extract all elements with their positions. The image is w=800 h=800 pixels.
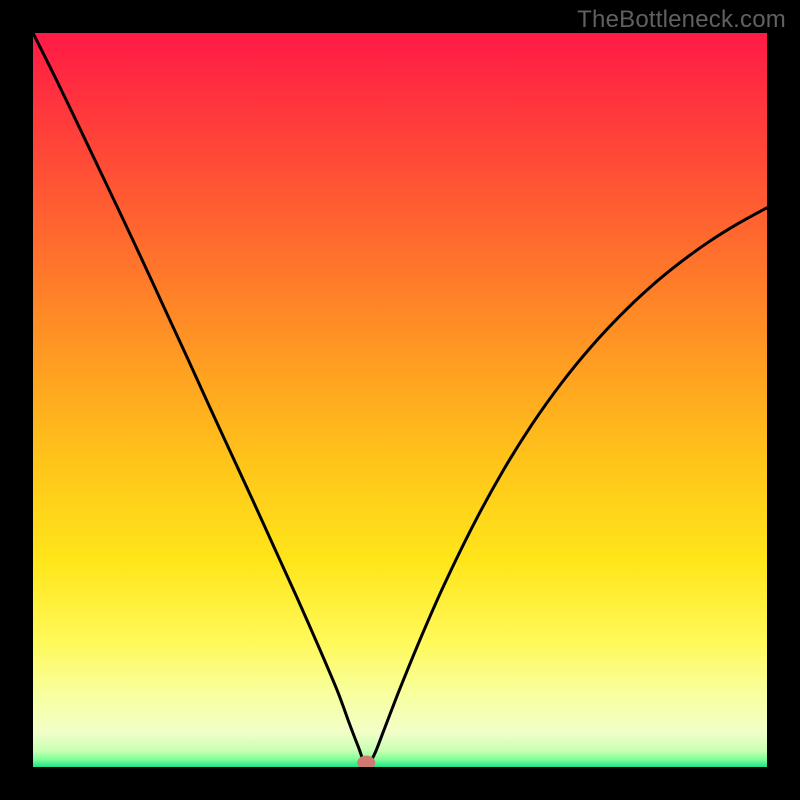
plot-area [33, 33, 767, 767]
plot-svg [33, 33, 767, 767]
watermark-text: TheBottleneck.com [577, 6, 786, 34]
chart-frame: TheBottleneck.com [0, 0, 800, 800]
gradient-background [33, 33, 767, 767]
